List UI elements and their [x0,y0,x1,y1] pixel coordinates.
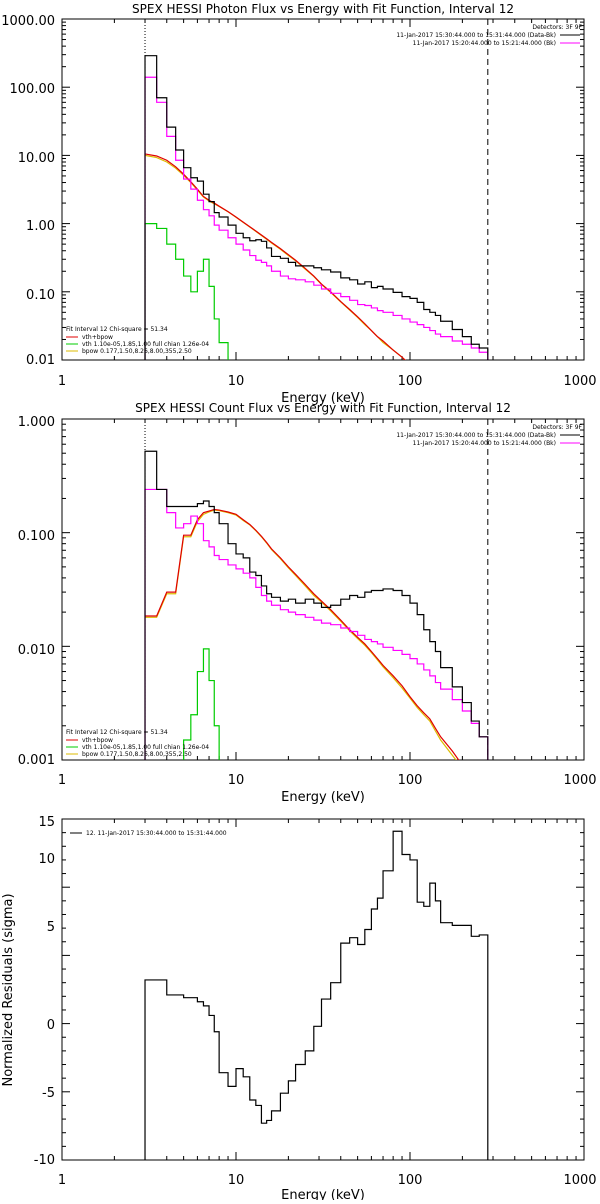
count-series-data-bk [144,450,489,760]
photon-xtick-1: 1 [58,374,66,389]
count-xtick-10: 10 [228,773,245,788]
residuals-plot-frame [61,818,585,1161]
photon-axis-ticks [61,19,584,361]
photon-legend-bk: 11-Jan-2017 15:20:44.000 to 15:21:44.000… [413,40,556,47]
photon-xtick-1000: 1000 [563,374,596,389]
residuals-ytick-10: 10 [38,852,55,867]
residuals-ytick-15: 15 [38,815,55,830]
count-xtick-1: 1 [58,773,66,788]
photon-ytick-1000: 1000.00 [1,14,55,29]
photon-legend-vthbpow: vth+bpow [82,334,113,341]
photon-legend-fit: Fit Interval 12 Chi-square = 51.34 [66,326,168,333]
photon-flux-panel: SPEX HESSI Photon Flux vs Energy with Fi… [1,2,596,406]
photon-series-bk [144,76,489,360]
residuals-panel: 15 10 5 0 -5 -10 1 10 100 1000 Energy (k… [1,815,597,1203]
count-legend-fit: Fit Interval 12 Chi-square = 51.34 [66,729,168,736]
photon-legend-vth: vth 1.10e-05,1.85,1.00 full chian 1.26e-… [82,341,209,348]
residuals-ytick-m10: -10 [34,1153,55,1168]
residuals-ytick-0: 0 [47,1018,55,1033]
photon-series-vth-bpow [144,153,406,360]
residuals-series-12-11-jan-2017-15-30-44-000-to-15-31-44-000 [144,830,489,1160]
residuals-xtick-1: 1 [58,1173,66,1188]
count-xtick-100: 100 [398,773,423,788]
count-legend-bk: 11-Jan-2017 15:20:44.000 to 15:21:44.000… [413,440,556,447]
count-legend-vthbpow: vth+bpow [82,737,113,744]
count-plot-frame [61,418,585,761]
count-series-bpow [145,509,457,760]
photon-ytick-100: 100.00 [10,82,56,97]
residuals-y-axis-label: Normalized Residuals (sigma) [1,893,16,1086]
count-flux-panel: SPEX HESSI Count Flux vs Energy with Fit… [18,401,597,805]
residuals-ytick-m5: -5 [42,1086,55,1101]
photon-ytick-1: 1.00 [26,219,55,234]
count-ytick-0.1: 0.100 [18,529,55,544]
count-flux-title: SPEX HESSI Count Flux vs Energy with Fit… [135,401,511,415]
residuals-legend-label: 12. 11-Jan-2017 15:30:44.000 to 15:31:44… [86,830,227,837]
count-series-bk [144,488,489,760]
photon-xtick-100: 100 [398,374,423,389]
photon-xtick-10: 10 [228,374,245,389]
photon-series-data-bk [144,55,489,360]
count-ytick-1: 1.000 [18,415,55,430]
count-ytick-0.001: 0.001 [18,753,55,768]
count-axis-ticks [61,419,584,761]
residuals-xtick-100: 100 [398,1173,423,1188]
photon-legend-data: 11-Jan-2017 15:30:44.000 to 15:31:44.000… [396,32,556,39]
count-ytick-0.01: 0.010 [18,643,55,658]
residuals-xtick-10: 10 [228,1173,245,1188]
photon-series-layer [144,19,489,360]
count-legend-vth: vth 1.10e-05,1.85,1.00 full chian 1.26e-… [82,744,209,751]
residuals-x-axis-label: Energy (keV) [281,1188,365,1200]
count-legend-data: 11-Jan-2017 15:30:44.000 to 15:31:44.000… [396,432,556,439]
photon-ytick-0.1: 0.10 [26,288,55,303]
count-series-vth-bpow [145,508,460,760]
photon-ytick-10: 10.00 [18,151,55,166]
count-legend-detectors: Detectors: 3F 9F [532,424,582,431]
count-series-vth [183,648,220,760]
residuals-ytick-5: 5 [47,920,55,935]
photon-plot-frame [61,18,585,361]
residuals-xtick-1000: 1000 [563,1173,596,1188]
residuals-axis-ticks [61,818,584,1161]
photon-x-axis-label: Energy (keV) [281,391,365,406]
residuals-series-layer [144,830,489,1160]
photon-legend-detectors: Detectors: 3F 9F [532,24,582,31]
count-xtick-1000: 1000 [563,773,596,788]
photon-ytick-0.01: 0.01 [26,353,55,368]
count-series-layer [144,419,489,760]
photon-legend-bpow: bpow 0.177,1.50,8.26,8.00,355,2.50 [82,348,192,355]
photon-series-vth [144,223,229,360]
photon-flux-title: SPEX HESSI Photon Flux vs Energy with Fi… [132,2,514,16]
count-x-axis-label: Energy (keV) [281,790,365,805]
count-legend-bpow: bpow 0.177,1.50,8.26,8.00,355,2.50 [82,751,192,758]
